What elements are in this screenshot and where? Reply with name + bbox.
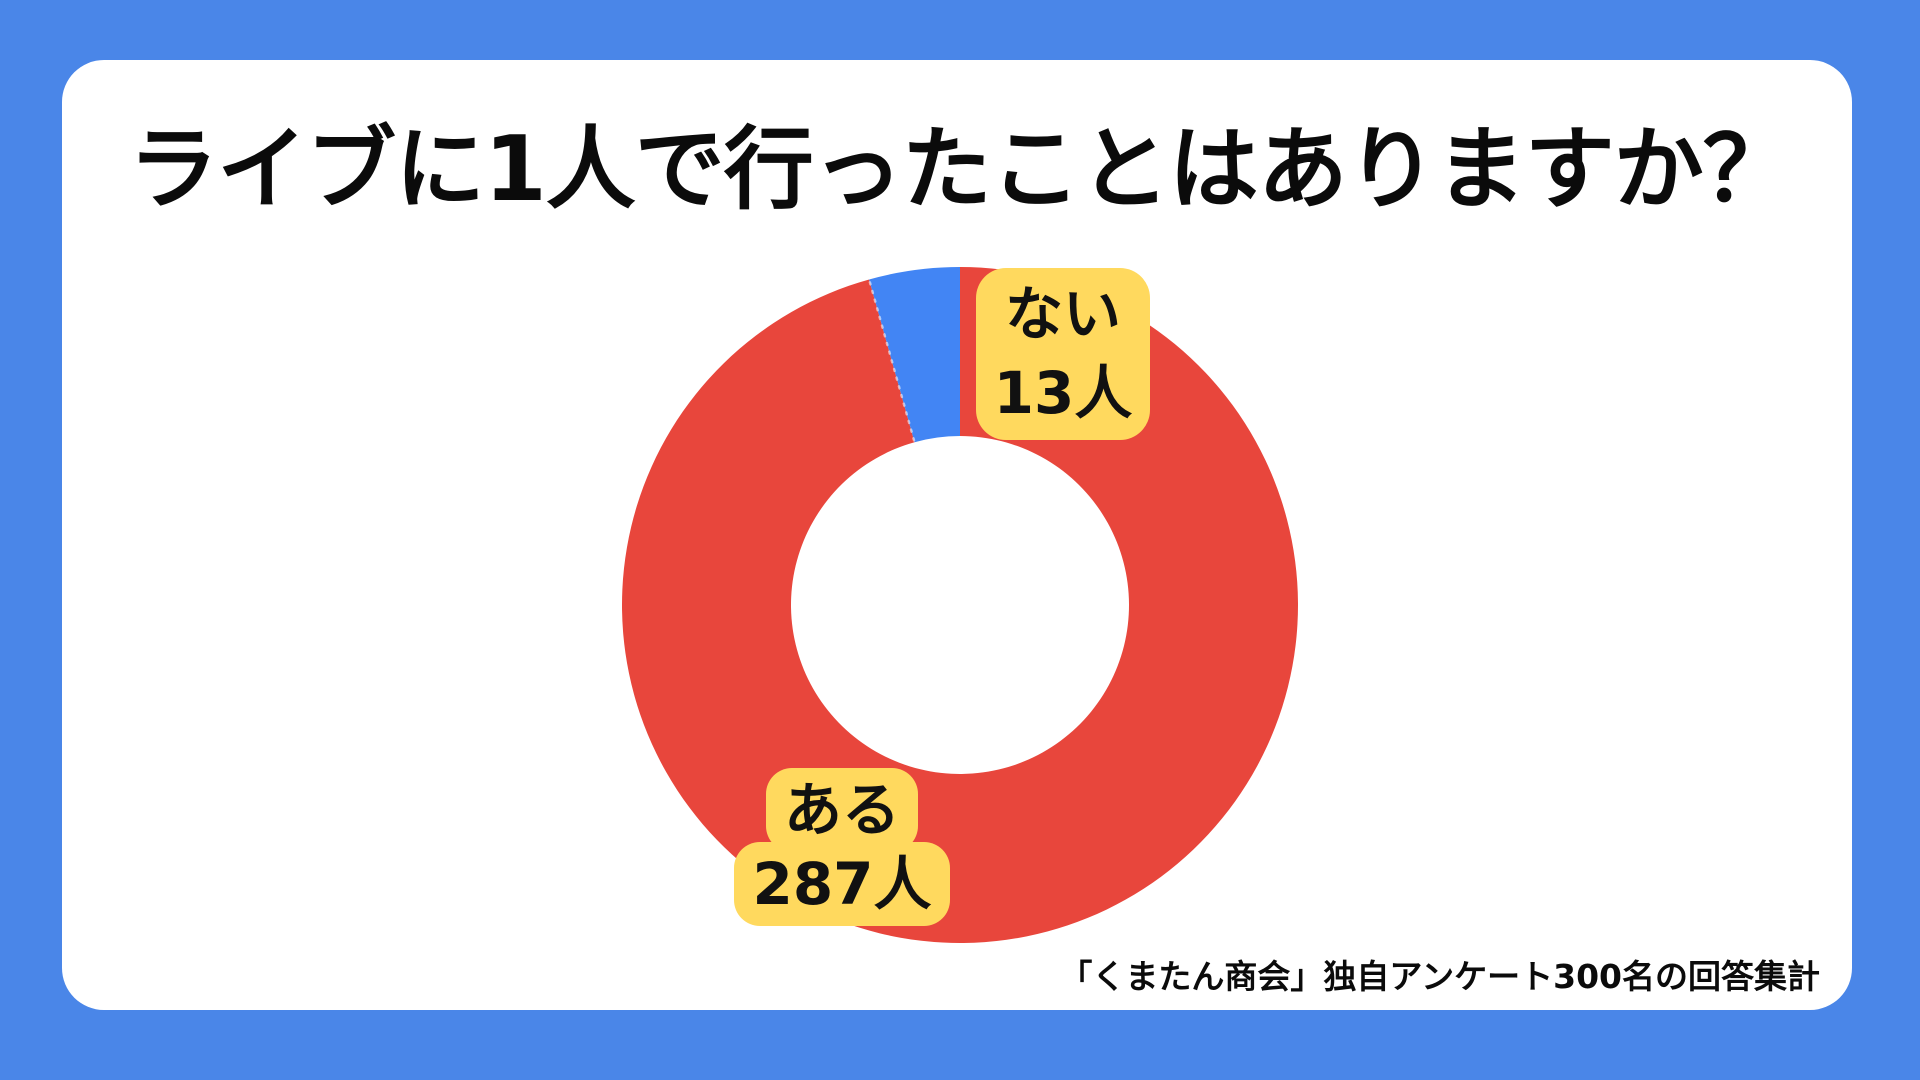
segment-divider-dotted-line xyxy=(868,280,916,442)
label-nai-value: 13人 xyxy=(993,359,1133,427)
label-nai: ない 13人 xyxy=(976,268,1150,440)
footer-source: 「くまたん商会」独自アンケート300名の回答集計 xyxy=(1059,957,1820,996)
donut-chart xyxy=(622,267,1298,943)
donut-segment-ない xyxy=(869,267,960,443)
label-aru: ある 287人 xyxy=(734,768,950,926)
label-aru-value: 287人 xyxy=(734,842,950,926)
label-aru-category: ある xyxy=(765,768,918,852)
label-nai-category: ない xyxy=(1004,280,1121,348)
page-title: ライブに1人で行ったことはありますか？ xyxy=(128,117,1793,222)
